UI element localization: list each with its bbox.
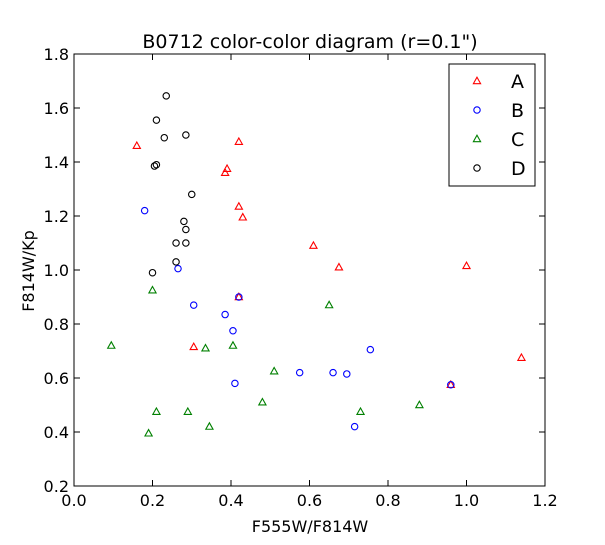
- data-point-a: [189, 342, 199, 351]
- y-tick-label: 1.8: [44, 45, 69, 64]
- data-point-a: [234, 136, 244, 145]
- data-point-a: [334, 262, 344, 271]
- data-point-d: [182, 225, 190, 234]
- data-point-c: [204, 421, 214, 430]
- y-tick-label: 1.6: [44, 99, 69, 118]
- data-point-d: [160, 133, 169, 142]
- data-point-c: [269, 366, 279, 375]
- x-tick-label: 0.8: [375, 491, 400, 510]
- data-point-b: [229, 326, 237, 335]
- data-point-d: [150, 162, 159, 170]
- axis-ticks: 0.0 0.2 0.4 0.6 0.8 1.0 1.20.20.40.60.81.01.21…: [44, 45, 558, 510]
- data-point-c: [183, 406, 193, 415]
- data-point-b: [221, 310, 229, 319]
- data-point-a: [132, 140, 142, 150]
- data-point-c: [355, 406, 366, 415]
- data-point-a: [234, 201, 244, 210]
- data-point-a: [461, 261, 472, 270]
- x-tick-label: 0.2: [140, 491, 165, 510]
- data-points: [106, 92, 526, 437]
- data-point-a: [308, 240, 318, 249]
- data-point-d: [148, 268, 157, 277]
- legend-marker-c: [472, 134, 482, 143]
- data-point-b: [343, 370, 351, 378]
- data-point-a: [220, 167, 230, 177]
- plot-frame: [73, 53, 546, 487]
- x-tick-label: 1.2: [532, 491, 557, 510]
- data-point-b: [295, 368, 304, 377]
- data-point-a: [238, 212, 248, 221]
- data-point-c: [200, 343, 211, 352]
- data-point-d: [188, 190, 196, 199]
- y-tick-label: 0.8: [44, 315, 69, 334]
- data-point-c: [228, 340, 238, 349]
- data-point-d: [182, 239, 190, 247]
- data-point-d: [172, 258, 180, 266]
- data-point-c: [257, 397, 267, 406]
- data-point-b: [366, 345, 375, 354]
- data-point-c: [144, 428, 154, 437]
- y-tick-label: 0.2: [44, 477, 69, 496]
- x-axis-label: F555W/F814W: [252, 517, 369, 536]
- data-point-d: [152, 116, 161, 124]
- data-point-b: [140, 206, 149, 215]
- data-point-b: [447, 380, 455, 389]
- legend-label: D: [511, 158, 526, 180]
- x-tick-label: 0.6: [297, 491, 322, 510]
- data-point-b: [189, 301, 198, 309]
- data-point-d: [182, 131, 190, 139]
- data-point-d: [180, 217, 188, 226]
- legend-marker-d: [473, 164, 481, 172]
- data-point-c: [106, 340, 116, 349]
- data-point-c: [324, 300, 334, 309]
- x-tick-label: 0.0: [61, 491, 86, 510]
- y-tick-label: 0.4: [44, 423, 69, 442]
- legend-label: B: [511, 100, 524, 122]
- data-point-c: [147, 285, 158, 294]
- y-axis-label: F814W/Kp: [19, 230, 38, 312]
- data-point-b: [231, 379, 239, 388]
- legend-marker-b: [473, 106, 481, 114]
- data-point-c: [151, 406, 161, 415]
- data-point-b: [174, 264, 182, 273]
- data-point-a: [222, 163, 232, 172]
- y-tick-label: 1.0: [44, 261, 69, 280]
- legend-marker-a: [472, 76, 482, 85]
- data-point-a: [516, 352, 526, 361]
- y-tick-label: 1.4: [44, 153, 69, 172]
- legend-label: C: [511, 129, 524, 151]
- x-tick-label: 0.4: [218, 491, 243, 510]
- data-point-b: [235, 293, 243, 301]
- y-tick-label: 0.6: [44, 369, 69, 388]
- legend-frame: [448, 63, 536, 187]
- data-point-c: [414, 400, 424, 409]
- data-point-b: [350, 422, 359, 431]
- data-point-d: [152, 160, 161, 169]
- chart-title: B0712 color-color diagram (r=0.1"): [142, 31, 477, 53]
- data-point-d: [162, 92, 170, 100]
- x-tick-label: 1.0: [454, 491, 479, 510]
- y-tick-label: 1.2: [44, 207, 69, 226]
- data-point-b: [329, 368, 337, 377]
- legend-label: A: [511, 71, 524, 93]
- data-point-d: [172, 239, 180, 247]
